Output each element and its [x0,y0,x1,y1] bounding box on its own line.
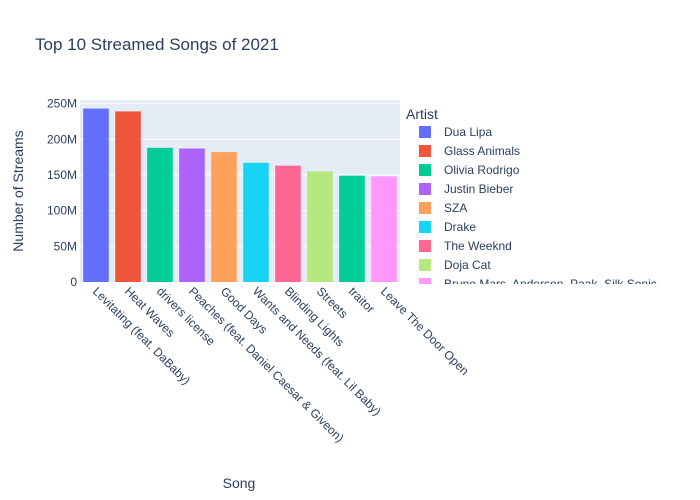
bar [147,147,173,282]
legend-label: SZA [444,201,467,215]
legend-label: Glass Animals [444,144,520,158]
y-tick-label: 0 [70,275,77,289]
y-tick-label: 100M [47,204,77,218]
y-tick-label: 50M [54,239,77,253]
legend-swatch [419,164,431,176]
y-tick-label: 200M [47,132,77,146]
legend-title: Artist [406,106,438,122]
bar [179,148,205,282]
legend-label: Bruno Mars, Anderson .Paak, Silk Sonic [444,277,657,291]
y-tick-label: 250M [47,97,77,111]
bar [83,108,109,283]
legend-swatch [419,145,431,157]
legend-label: Drake [444,220,476,234]
legend-swatch [419,221,431,233]
chart-title: Top 10 Streamed Songs of 2021 [35,35,279,54]
x-axis-ticks: Levitating (feat. DaBaby)Heat Wavesdrive… [90,284,472,445]
bar [339,175,365,282]
legend-label: The Weeknd [444,239,512,253]
legend-label: Dua Lipa [444,125,492,139]
legend-swatch [419,202,431,214]
y-tick-label: 150M [47,168,77,182]
bar [115,111,141,282]
legend-label: Justin Bieber [444,182,513,196]
legend-swatch [419,183,431,195]
legend-swatch [419,126,431,138]
legend-label: Doja Cat [444,258,491,272]
legend: Artist Dua Lipa Glass Animals Olivia Rodri… [406,106,657,291]
bar [307,171,333,282]
y-axis-ticks: 0 50M 100M 150M 200M 250M [47,97,77,289]
y-axis-title: Number of Streams [10,130,26,251]
bar [371,176,397,282]
bar [275,165,301,282]
bar [211,152,237,282]
bar [243,162,269,282]
legend-label: Olivia Rodrigo [444,163,520,177]
x-tick-label: Leave The Door Open [378,284,472,378]
x-axis-title: Song [223,475,256,491]
legend-swatch [419,259,431,271]
legend-swatch [419,240,431,252]
legend-swatch [419,278,431,284]
bars [83,108,397,283]
